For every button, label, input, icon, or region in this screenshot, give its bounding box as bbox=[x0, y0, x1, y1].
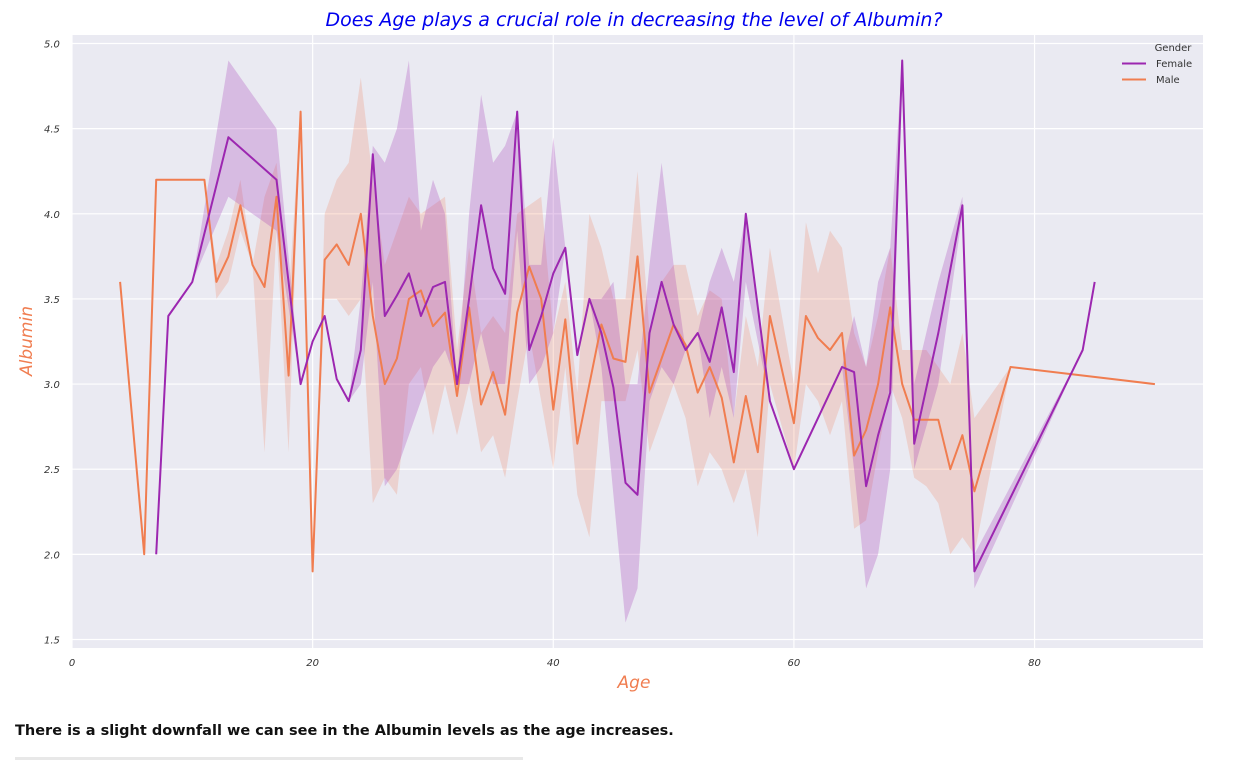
legend: Gender Female Male bbox=[1122, 43, 1192, 86]
y-tick-label: 3.5 bbox=[44, 295, 60, 306]
y-tick-label: 4.5 bbox=[44, 125, 60, 136]
confidence-bands bbox=[120, 60, 1155, 623]
x-tick-label: 20 bbox=[306, 658, 319, 669]
y-tick-label: 2.5 bbox=[44, 465, 60, 476]
y-tick-label: 5.0 bbox=[44, 40, 60, 51]
y-tick-label: 2.0 bbox=[44, 550, 60, 561]
x-tick-label: 80 bbox=[1028, 658, 1041, 669]
x-tick-label: 40 bbox=[547, 658, 560, 669]
y-tick-labels: 1.5 2.0 2.5 3.0 3.5 4.0 4.5 5.0 bbox=[44, 40, 60, 647]
legend-label-female: Female bbox=[1156, 59, 1192, 70]
x-tick-label: 0 bbox=[69, 658, 75, 669]
x-axis-label: Age bbox=[617, 673, 651, 693]
series-line-female bbox=[155, 59, 1096, 573]
y-tick-label: 3.0 bbox=[44, 380, 60, 391]
divider bbox=[15, 757, 523, 760]
y-axis-label: Albumin bbox=[17, 306, 37, 377]
y-tick-label: 4.0 bbox=[44, 210, 60, 221]
series-lines bbox=[119, 59, 1156, 573]
series-line-male bbox=[119, 110, 1156, 573]
plot-area bbox=[72, 35, 1203, 648]
x-tick-labels: 0 20 40 60 80 bbox=[69, 658, 1041, 669]
x-tick-label: 60 bbox=[788, 658, 801, 669]
legend-title: Gender bbox=[1155, 43, 1193, 54]
chart-title: Does Age plays a crucial role in decreas… bbox=[325, 9, 942, 31]
caption-text: There is a slight downfall we can see in… bbox=[15, 723, 674, 739]
legend-label-male: Male bbox=[1156, 75, 1180, 86]
y-tick-label: 1.5 bbox=[44, 635, 60, 646]
ci-band-male bbox=[120, 77, 1155, 572]
ci-band-female bbox=[156, 60, 1095, 623]
